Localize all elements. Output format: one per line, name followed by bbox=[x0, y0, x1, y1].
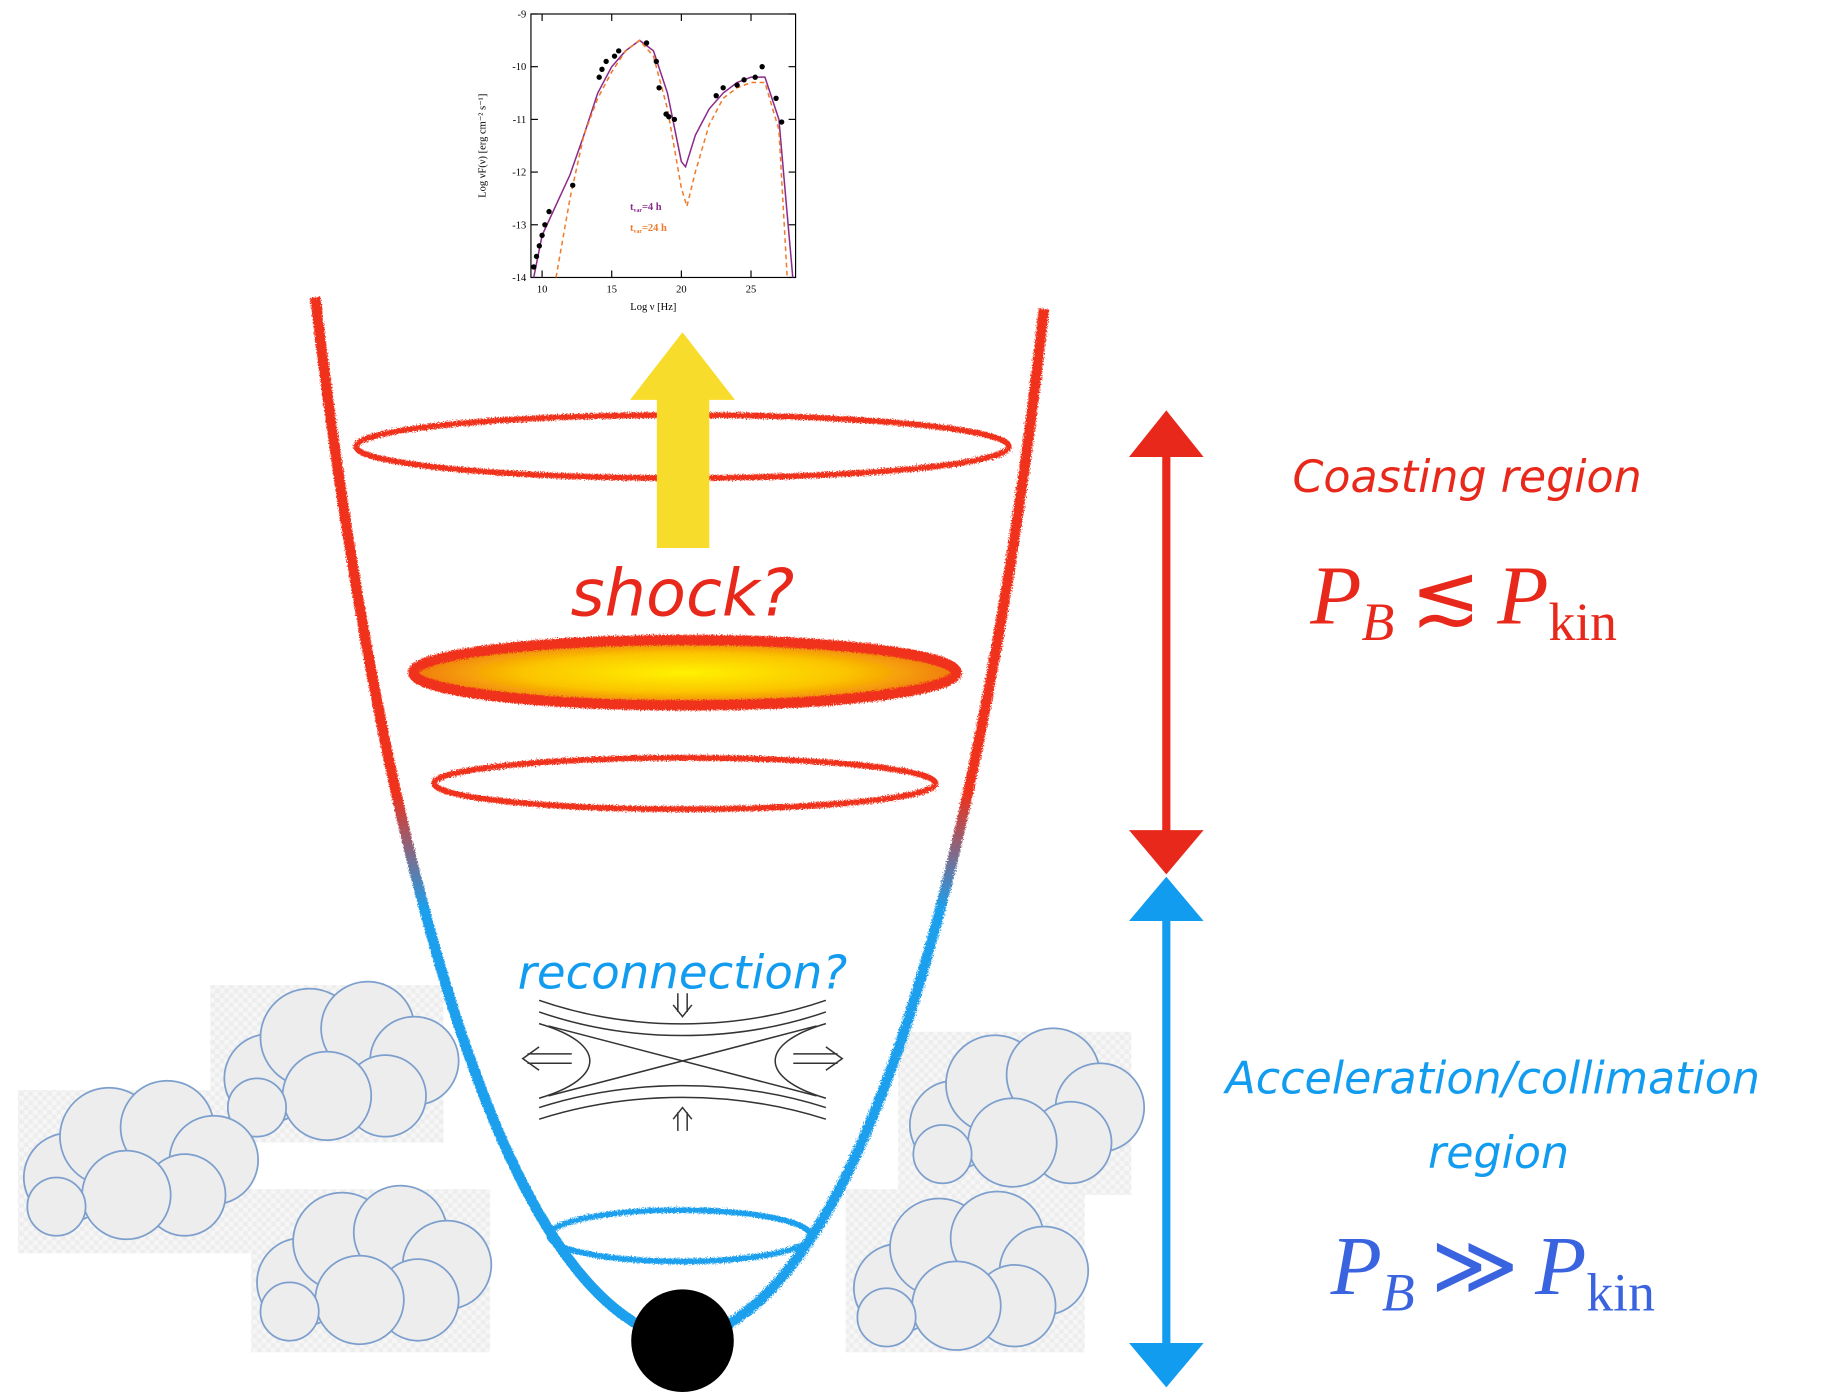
math-subscript: kin bbox=[1548, 592, 1617, 652]
acceleration-label: region bbox=[1428, 1128, 1569, 1179]
y-axis-label: Log νF(ν) [erg cm⁻² s⁻¹] bbox=[477, 94, 488, 198]
data-point bbox=[546, 209, 551, 214]
reconnection-label: reconnection? bbox=[518, 946, 847, 1000]
math-subscript: B bbox=[1361, 592, 1394, 652]
y-tick-label: -14 bbox=[512, 273, 527, 284]
data-point bbox=[603, 59, 608, 64]
x-tick-label: 25 bbox=[746, 285, 756, 296]
math-relation: ≲ bbox=[1411, 550, 1481, 643]
data-point bbox=[534, 254, 539, 259]
plot-frame bbox=[531, 14, 796, 277]
data-point bbox=[612, 53, 617, 58]
x-axis-label: Log ν [Hz] bbox=[630, 302, 676, 313]
math-symbol: P bbox=[1496, 550, 1548, 643]
data-point bbox=[672, 117, 677, 122]
region-arrows bbox=[1129, 410, 1204, 1387]
coasting-label: Coasting region bbox=[1292, 452, 1641, 503]
shock-arrow bbox=[630, 332, 735, 548]
data-point bbox=[714, 93, 719, 98]
y-tick-label: -9 bbox=[518, 9, 527, 20]
legend-text: =24 h bbox=[642, 223, 667, 234]
sed-inset: Log ν [Hz] Log νF(ν) [erg cm⁻² s⁻¹] -9 -1… bbox=[477, 9, 795, 313]
data-point bbox=[599, 67, 604, 72]
reconnection-sketch bbox=[523, 993, 842, 1131]
y-tick-label: -13 bbox=[512, 220, 526, 231]
y-tick-label: -12 bbox=[512, 168, 526, 179]
data-point bbox=[656, 85, 661, 90]
x-tick-label: 20 bbox=[676, 285, 686, 296]
data-point bbox=[597, 75, 602, 80]
data-point bbox=[542, 222, 547, 227]
acceleration-relation: PB≫Pkin bbox=[1330, 1220, 1655, 1322]
math-symbol: P bbox=[1534, 1220, 1586, 1313]
math-subscript: kin bbox=[1586, 1262, 1655, 1322]
data-point bbox=[759, 64, 764, 69]
data-point bbox=[779, 119, 784, 124]
math-symbol: P bbox=[1309, 550, 1361, 643]
math-subscript: B bbox=[1382, 1262, 1415, 1322]
x-tick-label: 10 bbox=[537, 285, 547, 296]
x-tick-label: 15 bbox=[606, 285, 616, 296]
data-point bbox=[753, 75, 758, 80]
shock-label: shock? bbox=[571, 556, 795, 632]
acceleration-label: Acceleration/collimation bbox=[1223, 1054, 1760, 1105]
data-point bbox=[537, 243, 542, 248]
data-point bbox=[616, 48, 621, 53]
coasting-relation: PB≲Pkin bbox=[1309, 550, 1617, 652]
data-point bbox=[644, 40, 649, 45]
data-point bbox=[773, 96, 778, 101]
math-relation: ≫ bbox=[1431, 1220, 1519, 1313]
y-tick-label: -11 bbox=[513, 115, 527, 126]
data-point bbox=[531, 264, 536, 269]
clouds bbox=[18, 982, 1144, 1353]
data-point bbox=[539, 233, 544, 238]
data-point bbox=[720, 85, 725, 90]
data-point bbox=[666, 114, 671, 119]
y-tick-label: -10 bbox=[512, 62, 526, 73]
data-point bbox=[741, 77, 746, 82]
legend-text: =4 h bbox=[642, 202, 662, 213]
data-point bbox=[654, 59, 659, 64]
diagram: shock? reconnection? Coasting region PB≲… bbox=[0, 0, 1829, 1392]
data-point bbox=[734, 82, 739, 87]
black-hole bbox=[631, 1289, 734, 1392]
math-symbol: P bbox=[1330, 1220, 1382, 1313]
data-point bbox=[570, 183, 575, 188]
